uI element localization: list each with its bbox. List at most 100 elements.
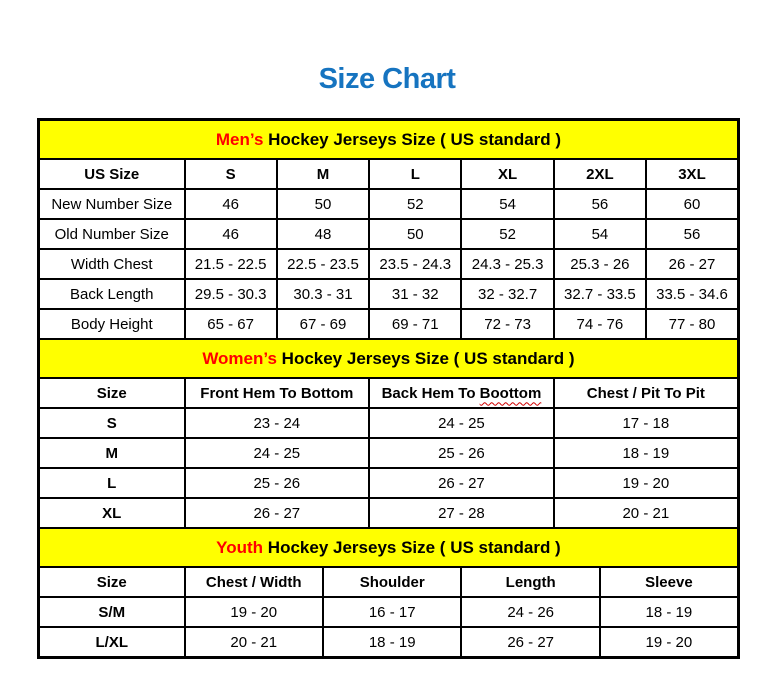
section-title-womens: Women’s Hockey Jerseys Size ( US standar…: [37, 338, 740, 379]
column-header-sleeve: Sleeve: [598, 566, 740, 598]
cell: 74 - 76: [552, 308, 648, 340]
page-title: Size Chart: [318, 63, 456, 95]
cell: 26 - 27: [368, 467, 555, 499]
cell: 17 - 18: [552, 407, 740, 439]
cell: 18 - 19: [321, 626, 463, 659]
cell: 18 - 19: [598, 596, 740, 628]
table-row: L 25 - 26 26 - 27 19 - 20: [37, 467, 740, 499]
cell: 30.3 - 31: [275, 278, 371, 310]
table-row: S 23 - 24 24 - 25 17 - 18: [37, 407, 740, 439]
column-header-2xl: 2XL: [552, 158, 648, 190]
cell: 46: [183, 188, 278, 220]
row-label: L: [37, 467, 186, 499]
cell: 18 - 19: [552, 437, 740, 469]
row-label: Old Number Size: [37, 218, 186, 250]
cell: 32 - 32.7: [460, 278, 555, 310]
section-title-womens-highlight: Women’s: [202, 348, 277, 368]
cell: 54: [460, 188, 555, 220]
cell: 22.5 - 23.5: [275, 248, 371, 280]
table-row: XL 26 - 27 27 - 28 20 - 21: [37, 497, 740, 529]
cell: 23 - 24: [183, 407, 371, 439]
cell: 25 - 26: [368, 437, 555, 469]
cell: 33.5 - 34.6: [645, 278, 740, 310]
cell: 32.7 - 33.5: [552, 278, 648, 310]
cell: 20 - 21: [552, 497, 740, 529]
table-row: Old Number Size 46 48 50 52 54 56: [37, 218, 740, 250]
cell: 16 - 17: [321, 596, 463, 628]
cell: 50: [368, 218, 463, 250]
column-header-chest-pit: Chest / Pit To Pit: [552, 377, 740, 409]
cell: 24 - 26: [460, 596, 601, 628]
row-label: S/M: [37, 596, 186, 628]
back-hem-label-prefix: Back Hem To: [381, 384, 480, 402]
table-row: Body Height 65 - 67 67 - 69 69 - 71 72 -…: [37, 308, 740, 340]
cell: 19 - 20: [183, 596, 324, 628]
column-header-l: L: [368, 158, 463, 190]
row-label: Width Chest: [37, 248, 186, 280]
row-label: M: [37, 437, 186, 469]
column-header-chest-width: Chest / Width: [183, 566, 324, 598]
cell: 72 - 73: [460, 308, 555, 340]
cell: 69 - 71: [368, 308, 463, 340]
section-title-mens-highlight: Men’s: [215, 129, 264, 149]
table-row: M 24 - 25 25 - 26 18 - 19: [37, 437, 740, 469]
section-band-mens: Men’s Hockey Jerseys Size ( US standard …: [37, 118, 740, 160]
cell: 54: [552, 218, 648, 250]
column-header-length: Length: [460, 566, 601, 598]
column-header-s: S: [183, 158, 278, 190]
cell: 26 - 27: [645, 248, 740, 280]
cell: 48: [275, 218, 371, 250]
cell: 56: [552, 188, 648, 220]
cell: 77 - 80: [645, 308, 740, 340]
column-header-m: M: [275, 158, 371, 190]
cell: 46: [183, 218, 278, 250]
column-header-3xl: 3XL: [645, 158, 740, 190]
cell: 25.3 - 26: [552, 248, 648, 280]
table-row: New Number Size 46 50 52 54 56 60: [37, 188, 740, 220]
column-header-us-size: US Size: [37, 158, 186, 190]
table-row: Width Chest 21.5 - 22.5 22.5 - 23.5 23.5…: [37, 248, 740, 280]
section-title-youth: Youth Hockey Jerseys Size ( US standard …: [37, 527, 740, 568]
cell: 27 - 28: [368, 497, 555, 529]
cell: 67 - 69: [275, 308, 371, 340]
row-label: Back Length: [37, 278, 186, 310]
table-row: Back Length 29.5 - 30.3 30.3 - 31 31 - 3…: [37, 278, 740, 310]
row-label: New Number Size: [37, 188, 186, 220]
cell: 21.5 - 22.5: [183, 248, 278, 280]
section-title-mens: Men’s Hockey Jerseys Size ( US standard …: [37, 118, 740, 160]
cell: 52: [460, 218, 555, 250]
cell: 25 - 26: [183, 467, 371, 499]
section-band-womens: Women’s Hockey Jerseys Size ( US standar…: [37, 338, 740, 379]
column-header-xl: XL: [460, 158, 555, 190]
column-header-front-hem: Front Hem To Bottom: [183, 377, 371, 409]
mens-header-row: US Size S M L XL 2XL 3XL: [37, 158, 740, 190]
column-header-back-hem: Back Hem To Boottom: [368, 377, 555, 409]
cell: 31 - 32: [368, 278, 463, 310]
cell: 29.5 - 30.3: [183, 278, 278, 310]
cell: 19 - 20: [598, 626, 740, 659]
cell: 23.5 - 24.3: [368, 248, 463, 280]
table-row: S/M 19 - 20 16 - 17 24 - 26 18 - 19: [37, 596, 740, 628]
cell: 24.3 - 25.3: [460, 248, 555, 280]
cell: 50: [275, 188, 371, 220]
row-label: XL: [37, 497, 186, 529]
cell: 26 - 27: [183, 497, 371, 529]
section-title-mens-rest: Hockey Jerseys Size ( US standard ): [263, 129, 562, 149]
back-hem-misspelled-word: Boottom: [479, 384, 542, 402]
cell: 65 - 67: [183, 308, 278, 340]
cell: 20 - 21: [183, 626, 324, 659]
womens-header-row: Size Front Hem To Bottom Back Hem To Boo…: [37, 377, 740, 409]
cell: 56: [645, 218, 740, 250]
youth-header-row: Size Chest / Width Shoulder Length Sleev…: [37, 566, 740, 598]
cell: 19 - 20: [552, 467, 740, 499]
row-label: L/XL: [37, 626, 186, 659]
row-label: S: [37, 407, 186, 439]
row-label: Body Height: [37, 308, 186, 340]
cell: 60: [645, 188, 740, 220]
column-header-size: Size: [37, 377, 186, 409]
cell: 24 - 25: [368, 407, 555, 439]
column-header-size: Size: [37, 566, 186, 598]
cell: 24 - 25: [183, 437, 371, 469]
section-band-youth: Youth Hockey Jerseys Size ( US standard …: [37, 527, 740, 568]
size-chart-table: Men’s Hockey Jerseys Size ( US standard …: [37, 118, 740, 659]
